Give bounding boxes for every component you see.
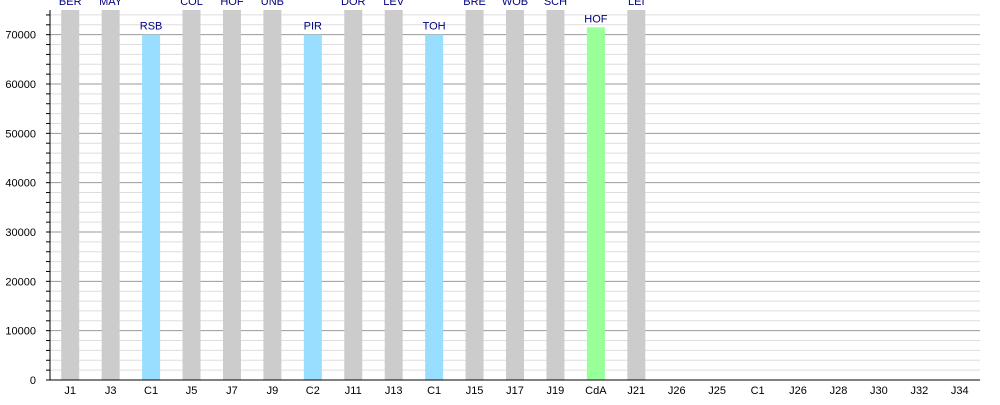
opponent-label: DOR	[341, 0, 366, 8]
y-tick-label: 30000	[5, 227, 36, 239]
x-tick-label: C1	[427, 385, 441, 397]
opponent-label: PIR	[304, 21, 322, 33]
bar	[61, 10, 80, 380]
x-tick-label: J7	[226, 385, 238, 397]
bar	[142, 34, 161, 381]
opponent-label: UNB	[261, 0, 284, 8]
y-tick-label: 60000	[5, 79, 36, 91]
bar	[506, 10, 524, 380]
opponent-label: LEV	[383, 0, 404, 8]
x-tick-label: C2	[306, 385, 320, 397]
bar	[263, 10, 282, 380]
opponent-label: HOF	[220, 0, 244, 8]
x-tick-label: J21	[627, 385, 645, 397]
x-tick-label: J1	[64, 385, 76, 397]
opponent-label: SCH	[544, 0, 567, 8]
y-tick-label: 50000	[5, 128, 36, 140]
x-tick-label: J5	[186, 385, 198, 397]
opponent-label: HOF	[584, 13, 608, 25]
x-tick-label: J19	[547, 385, 565, 397]
x-tick-label: J3	[105, 385, 117, 397]
y-tick-label: 10000	[5, 326, 36, 338]
x-tick-label: C1	[144, 385, 158, 397]
opponent-label: COL	[180, 0, 203, 8]
x-tick-label: J17	[506, 385, 524, 397]
bar	[465, 10, 484, 380]
bar	[182, 10, 201, 380]
opponent-label: RSB	[140, 21, 163, 33]
bar	[344, 10, 363, 380]
opponent-label: BER	[59, 0, 82, 8]
x-tick-label: J26	[668, 385, 686, 397]
bar	[586, 27, 605, 381]
x-tick-label: J28	[830, 385, 848, 397]
opponent-label: BRÊ	[463, 0, 486, 8]
x-tick-label: CdA	[585, 385, 607, 397]
bar	[546, 10, 565, 380]
x-tick-label: J30	[870, 385, 888, 397]
opponent-label: LEI	[628, 0, 645, 8]
bar	[425, 34, 444, 381]
bar	[384, 10, 403, 380]
bar	[101, 10, 120, 380]
x-tick-label: J34	[951, 385, 969, 397]
x-tick-label: J25	[708, 385, 726, 397]
opponent-label: MAY	[99, 0, 123, 8]
x-tick-label: J26	[789, 385, 807, 397]
y-tick-label: 0	[30, 375, 36, 387]
bar	[303, 34, 322, 381]
x-tick-label: J11	[345, 385, 362, 397]
x-tick-label: J9	[267, 385, 279, 397]
opponent-label: TOH	[423, 21, 446, 33]
x-tick-label: J13	[385, 385, 403, 397]
x-tick-label: C1	[751, 385, 765, 397]
y-tick-label: 20000	[5, 276, 36, 288]
x-tick-label: J15	[466, 385, 484, 397]
y-tick-label: 40000	[5, 178, 36, 190]
opponent-label: WOB	[502, 0, 528, 8]
bar	[627, 10, 646, 380]
bar	[222, 10, 241, 380]
x-tick-label: J32	[910, 385, 928, 397]
y-tick-label: 70000	[5, 30, 36, 42]
